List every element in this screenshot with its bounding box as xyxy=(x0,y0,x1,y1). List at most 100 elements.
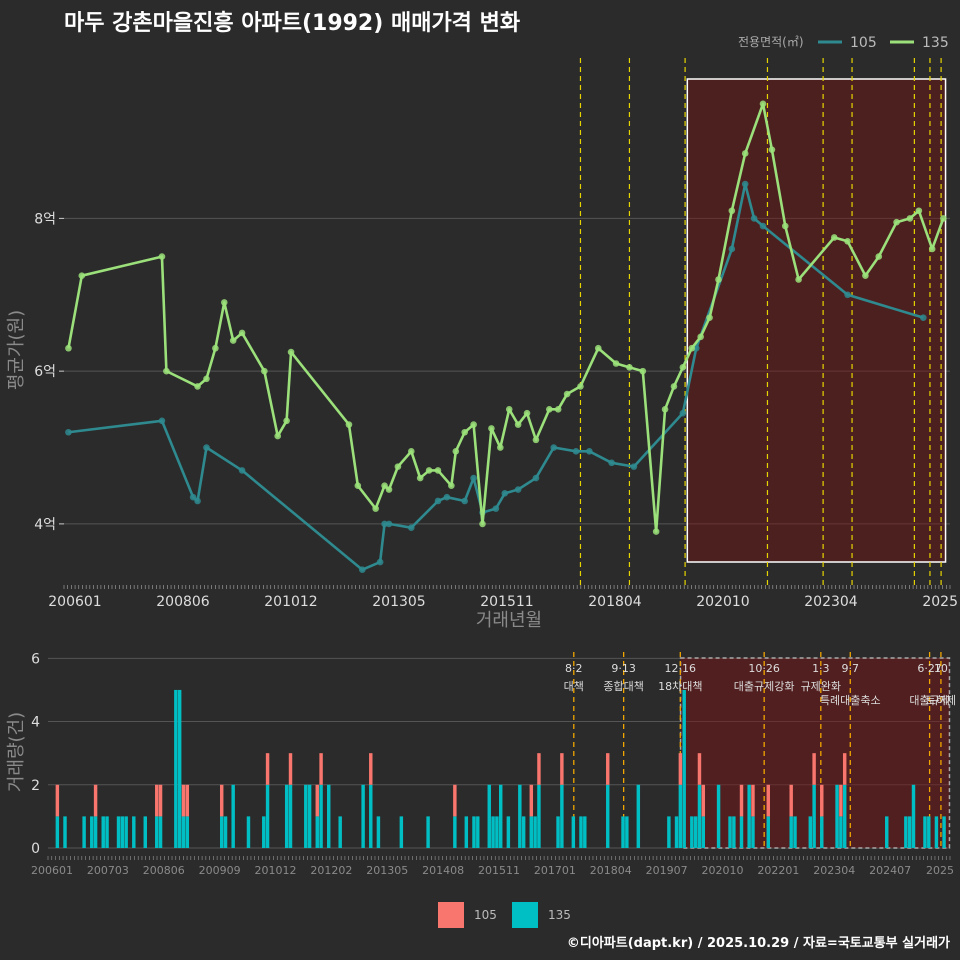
bar-135 xyxy=(907,816,912,848)
bar-105 xyxy=(155,784,159,817)
policy-text-label: 대출규제 xyxy=(909,694,949,707)
bar-135 xyxy=(579,816,583,848)
series-point-105 xyxy=(65,428,72,436)
bar-105 xyxy=(560,753,564,785)
bar-135 xyxy=(835,784,839,848)
series-point-135 xyxy=(577,383,584,390)
series-point-135 xyxy=(354,482,362,490)
chart-title: 마두 강촌마을진흥 아파트(1992) 매매가격 변화 xyxy=(64,11,520,36)
bar-135 xyxy=(158,816,163,848)
bar-135 xyxy=(885,816,889,848)
series-point-135 xyxy=(830,234,838,241)
bar-135 xyxy=(793,816,797,848)
bar-135 xyxy=(766,816,770,848)
policy-date-label: 1·3 xyxy=(812,662,830,675)
series-point-105 xyxy=(919,314,927,321)
legend-top: 전용면적(㎡) 105 135 xyxy=(738,35,949,51)
bar-policy-lines: 8·2 대책 9·13 종합대책 12·16 18차대책 10·26 대출규제강화 1·3 규제완… xyxy=(564,652,956,848)
bar-105 xyxy=(93,784,98,817)
series-point-135 xyxy=(479,520,486,528)
series-point-105 xyxy=(189,493,197,501)
series-point-135 xyxy=(532,436,540,444)
series-point-105 xyxy=(376,558,384,566)
bar-135 xyxy=(732,816,736,848)
main-x-tick-label: 201012 xyxy=(264,594,317,610)
series-point-135 xyxy=(194,383,201,390)
bar-135 xyxy=(842,784,847,848)
series-point-105 xyxy=(158,417,166,425)
policy-text-label: 대출규제강화 xyxy=(734,680,795,693)
y-axis-title: 평균가(원) xyxy=(6,310,27,390)
series-point-135 xyxy=(345,421,353,428)
bar-135 xyxy=(55,816,60,848)
bar-135 xyxy=(185,816,190,848)
bar-135 xyxy=(678,784,683,848)
series-point-135 xyxy=(381,482,388,490)
policy-date-label: 6·27 xyxy=(917,662,942,675)
series-point-105 xyxy=(630,463,638,470)
series-point-135 xyxy=(425,467,433,474)
bar-x-tick-label: 201701 xyxy=(534,864,576,877)
series-point-105 xyxy=(501,490,509,497)
series-point-135 xyxy=(697,333,704,341)
bar-135 xyxy=(315,816,319,848)
bar-x-tick-label: 2025 xyxy=(926,864,954,877)
bar-135 xyxy=(105,816,109,848)
bar-135 xyxy=(923,816,927,848)
legend-bottom: 105 135 xyxy=(438,902,571,928)
bar-105 xyxy=(537,753,541,785)
bar-x-tick-label: 201907 xyxy=(646,864,688,877)
series-point-135 xyxy=(372,505,379,512)
legend-label-135: 135 xyxy=(922,35,949,51)
bar-y-tick-label: 4 xyxy=(31,715,40,731)
main-x-tick-label: 201511 xyxy=(480,594,533,610)
series-point-105 xyxy=(203,444,210,451)
bar-135 xyxy=(246,816,251,848)
bar-x-tick-label: 202407 xyxy=(869,864,911,877)
bar-135 xyxy=(747,784,751,848)
series-point-135 xyxy=(679,364,687,371)
bar-x-tick-label: 201202 xyxy=(310,864,352,877)
bar-105 xyxy=(739,784,744,817)
series-point-135 xyxy=(906,215,914,222)
series-point-135 xyxy=(407,448,415,455)
bar-135 xyxy=(223,816,228,848)
bar-135 xyxy=(667,816,671,848)
bar-135 xyxy=(174,689,178,848)
bar-105 xyxy=(55,784,60,817)
bar-135 xyxy=(288,784,293,848)
series-point-135 xyxy=(612,360,620,367)
bar-135 xyxy=(927,816,931,848)
series-point-105 xyxy=(470,474,477,482)
series-point-135 xyxy=(928,245,936,253)
series-point-135 xyxy=(741,150,749,157)
bar-x-tick-label: 200806 xyxy=(143,864,185,877)
legend2-label-105: 105 xyxy=(474,908,497,922)
series-point-135 xyxy=(287,348,295,356)
series-point-105 xyxy=(443,493,451,501)
bar-135 xyxy=(491,816,495,848)
bar-135 xyxy=(116,816,121,848)
series-point-105 xyxy=(514,486,522,493)
main-y-tick-label: 6억 xyxy=(34,364,56,380)
bar-135 xyxy=(820,816,824,848)
series-point-135 xyxy=(893,218,900,226)
bar-marks xyxy=(55,689,946,848)
bar-135 xyxy=(376,816,381,848)
series-point-105 xyxy=(844,291,851,299)
series-point-135 xyxy=(768,146,776,153)
bar-105 xyxy=(701,784,706,817)
main-x-tick-label: 202304 xyxy=(804,594,858,610)
bar-135 xyxy=(942,816,946,848)
bar-135 xyxy=(521,816,526,848)
bar-135 xyxy=(808,816,813,848)
bar-105 xyxy=(319,753,323,785)
bar-135 xyxy=(621,816,625,848)
series-point-135 xyxy=(915,207,923,215)
bar-135 xyxy=(533,816,537,848)
bar-135 xyxy=(262,816,266,848)
bar-135 xyxy=(751,816,755,848)
series-point-135 xyxy=(452,448,460,455)
bar-105 xyxy=(288,753,293,785)
main-y-ticks: 4억 6억 8억 xyxy=(34,211,56,533)
